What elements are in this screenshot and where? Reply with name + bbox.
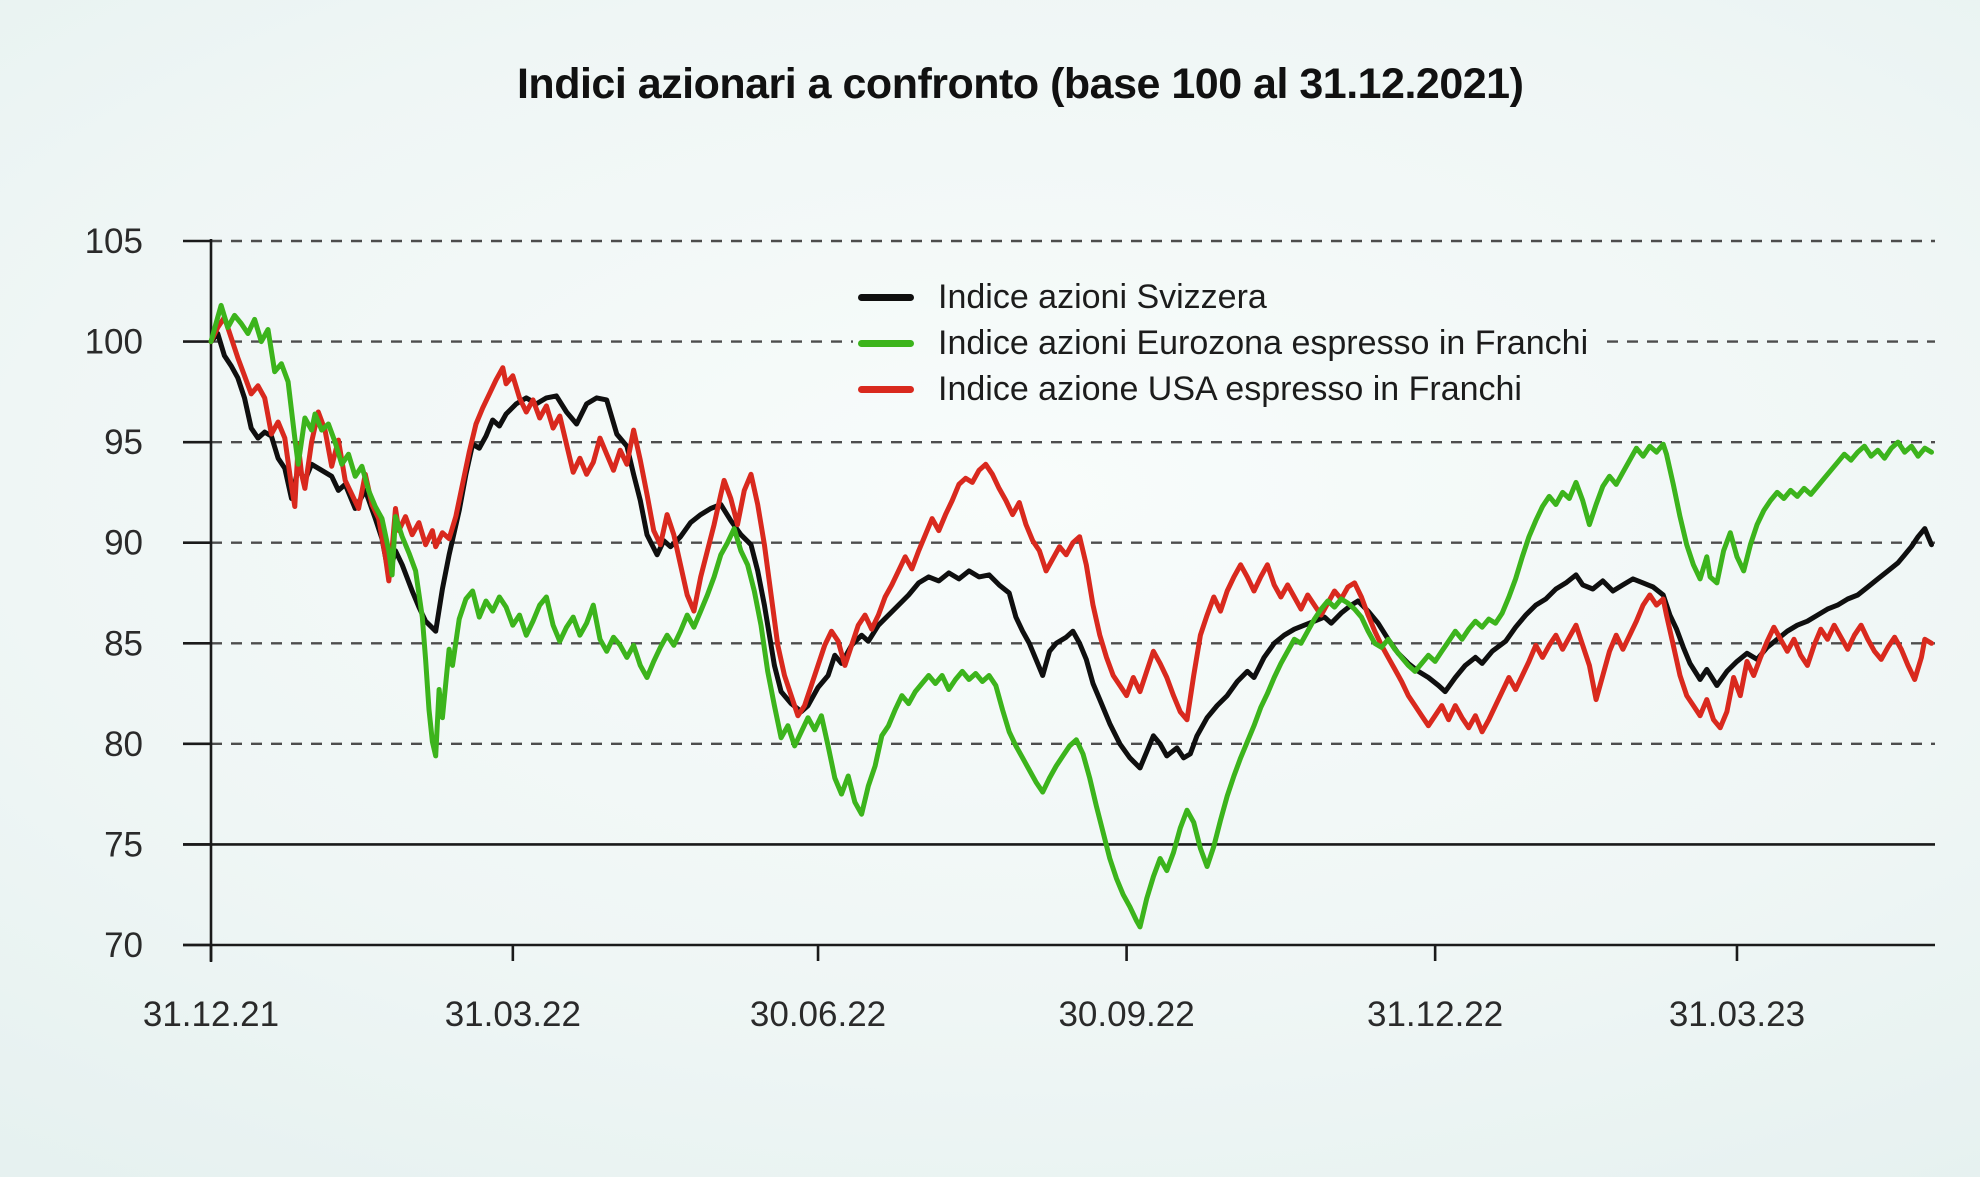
legend-swatch-usa <box>858 385 914 393</box>
y-tick-label-105: 105 <box>85 222 143 261</box>
x-tick-label-31.12.22: 31.12.22 <box>1367 995 1503 1034</box>
y-tick-label-95: 95 <box>104 423 143 462</box>
legend-swatch-swiss <box>858 293 914 301</box>
y-tick-label-70: 70 <box>104 926 143 965</box>
legend-item-swiss: Indice azioni Svizzera <box>858 274 1588 320</box>
series-line-eurozone <box>208 302 1934 930</box>
x-tick-label-30.06.22: 30.06.22 <box>750 995 886 1034</box>
legend-item-eurozone: Indice azioni Eurozona espresso in Franc… <box>858 320 1588 366</box>
y-tick-label-85: 85 <box>104 624 143 663</box>
legend-label: Indice azioni Svizzera <box>938 277 1267 316</box>
chart-legend: Indice azioni Svizzera Indice azioni Euro… <box>858 274 1588 412</box>
y-tick-label-80: 80 <box>104 725 143 764</box>
legend-swatch-eurozone <box>858 339 914 347</box>
legend-label: Indice azioni Eurozona espresso in Franc… <box>938 323 1589 362</box>
x-tick-label-31.03.22: 31.03.22 <box>445 995 581 1034</box>
x-tick-label-30.09.22: 30.09.22 <box>1058 995 1194 1034</box>
legend-label: Indice azione USA espresso in Franchi <box>938 369 1522 408</box>
legend-item-usa: Indice azione USA espresso in Franchi <box>858 366 1588 412</box>
chart-title: Indici azionari a confronto (base 100 al… <box>516 60 1524 108</box>
y-tick-label-90: 90 <box>104 524 143 563</box>
y-tick-label-75: 75 <box>104 825 143 864</box>
x-tick-label-31.03.23: 31.03.23 <box>1669 995 1805 1034</box>
y-tick-label-100: 100 <box>85 323 143 362</box>
x-tick-label-31.12.21: 31.12.21 <box>143 995 279 1034</box>
series-line-usa <box>208 314 1934 735</box>
